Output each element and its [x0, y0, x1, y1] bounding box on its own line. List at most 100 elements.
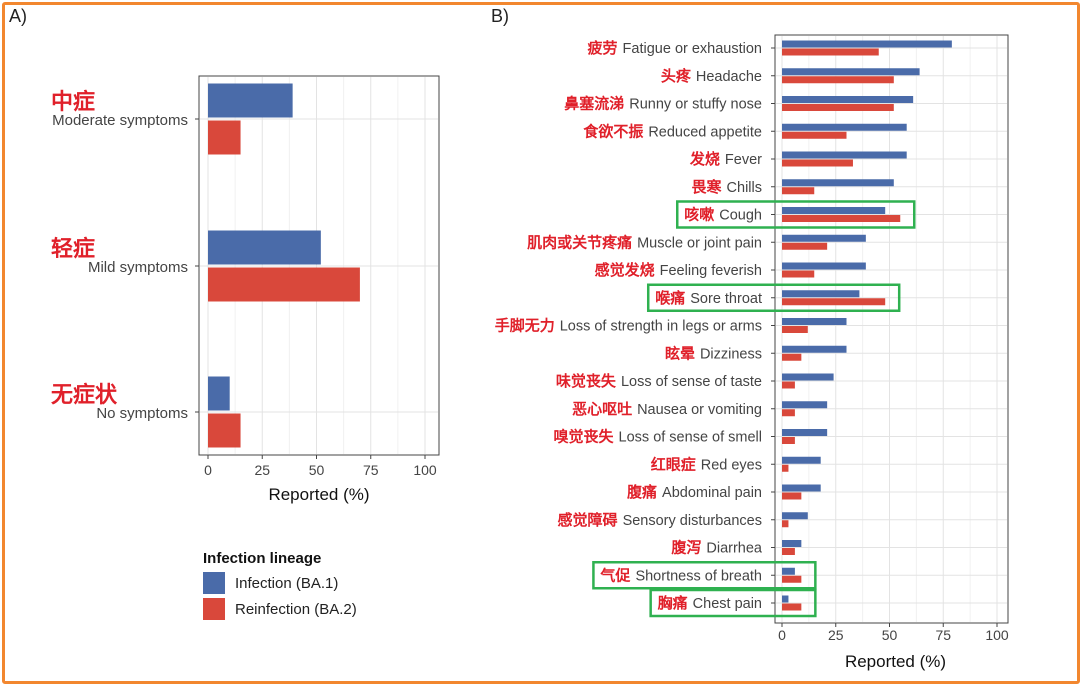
panel-b-bar-Infection (BA.1) — [782, 484, 821, 492]
highlight-box — [592, 561, 817, 590]
panel-b-bar-Infection (BA.1) — [782, 540, 802, 547]
panel-b-category-label-zh: 食欲不振 — [583, 122, 643, 140]
panel-b-bar-Infection (BA.1) — [782, 345, 847, 353]
panel-b-category-label: Loss of strength in legs or arms — [560, 319, 762, 335]
panel-b-bar-Reinfection (BA.2) — [782, 603, 802, 611]
panel-b-category-label-zh: 头疼 — [661, 67, 692, 85]
legend-item-label: Infection (BA.1) — [235, 575, 338, 592]
panel-b-category-label-zh: 腹泻 — [671, 539, 701, 557]
panel-b-bar-Reinfection (BA.2) — [782, 48, 879, 56]
panel-b-bar-Infection (BA.1) — [782, 373, 834, 381]
panel-b-bar-Infection (BA.1) — [782, 262, 866, 270]
panel-a-bar-Infection (BA.1) — [208, 83, 293, 118]
panel-a-bar-Reinfection (BA.2) — [208, 120, 241, 155]
panel-b-category-label: Red eyes — [701, 457, 762, 473]
panel-b-bar-Reinfection (BA.2) — [782, 159, 853, 167]
legend-item-label: Reinfection (BA.2) — [235, 601, 357, 618]
panel-b-bar-Infection (BA.1) — [782, 595, 789, 603]
panel-b-bar-Infection (BA.1) — [782, 123, 907, 131]
panel-b-x-tick-label: 75 — [935, 627, 951, 643]
panel-b-category-label-zh: 嗅觉丧失 — [554, 428, 615, 446]
panel-b-bar-Reinfection (BA.2) — [782, 131, 847, 139]
panel-b-category-label: Shortness of breath — [635, 568, 762, 584]
panel-b-bar-Infection (BA.1) — [782, 290, 860, 298]
panel-a-category-label: Mild symptoms — [88, 259, 188, 276]
panel-a-bar-Reinfection (BA.2) — [208, 267, 360, 302]
panel-b-bar-Reinfection (BA.2) — [782, 242, 828, 250]
panel-b-category-label-zh: 味觉丧失 — [556, 372, 617, 390]
panel-b-bar-Reinfection (BA.2) — [782, 492, 802, 500]
panel-b-bar-Infection (BA.1) — [782, 401, 828, 409]
panel-b-category-label: Dizziness — [700, 346, 762, 362]
panel-b-category-label: Abdominal pain — [662, 485, 762, 501]
panel-b-category-label: Sensory disturbances — [623, 513, 762, 529]
panel-b-bar-Infection (BA.1) — [782, 179, 894, 187]
panel-b-category-label-zh: 疲劳 — [588, 39, 618, 57]
panel-b-bar-Reinfection (BA.2) — [782, 215, 901, 222]
panel-b-bar-Reinfection (BA.2) — [782, 270, 815, 278]
legend-swatch — [203, 598, 225, 620]
panel-b-bar-Reinfection (BA.2) — [782, 437, 795, 444]
panel-b-category-label: Sore throat — [690, 291, 762, 307]
panel-b-bar-Infection (BA.1) — [782, 234, 866, 242]
panel-b-category-label-zh: 畏寒 — [692, 178, 723, 196]
panel-b-x-tick-label: 100 — [985, 627, 1009, 643]
panel-b-category-label-zh: 眩晕 — [665, 344, 695, 362]
panel-a-category-label: No symptoms — [96, 405, 188, 422]
panel-b-category-label: Muscle or joint pain — [637, 235, 762, 251]
panel-b-bar-Infection (BA.1) — [782, 151, 907, 159]
panel-b-category-label: Diarrhea — [706, 541, 763, 557]
panel-b-plot-area — [774, 34, 1009, 624]
panel-b-category-label: Cough — [719, 208, 762, 224]
panel-a-bar-Infection (BA.1) — [208, 230, 321, 265]
legend-title: Infection lineage — [203, 550, 321, 567]
panel-b-category-label: Nausea or vomiting — [637, 402, 762, 418]
panel-b-bar-Reinfection (BA.2) — [782, 575, 802, 583]
panel-b-category-label-zh: 气促 — [599, 566, 631, 584]
panel-a-category-label: Moderate symptoms — [52, 112, 188, 129]
panel-b-category-label-zh: 发烧 — [689, 150, 720, 168]
panel-b-category-label: Chest pain — [693, 596, 762, 612]
panel-b-bar-Infection (BA.1) — [782, 512, 808, 520]
panel-a-bar-Infection (BA.1) — [208, 376, 230, 411]
legend-swatch — [203, 572, 225, 594]
panel-a-bar-Reinfection (BA.2) — [208, 413, 241, 448]
panel-b-bar-Reinfection (BA.2) — [782, 548, 795, 555]
panel-b-category-label-zh: 感觉障碍 — [558, 511, 618, 529]
panel-a-category-label-zh: 中症 — [51, 89, 95, 114]
panel-b-bar-Reinfection (BA.2) — [782, 76, 894, 84]
panel-a-x-axis-label: Reported (%) — [268, 485, 369, 504]
panel-a-category-label-zh: 轻症 — [51, 236, 95, 261]
panel-b-bar-Infection (BA.1) — [782, 207, 886, 214]
panel-b-label: B) — [491, 6, 509, 26]
panel-b-bar-Reinfection (BA.2) — [782, 298, 886, 306]
panel-b-bar-Reinfection (BA.2) — [782, 187, 815, 195]
highlight-box — [649, 588, 817, 618]
panel-a-category-label-zh: 无症状 — [51, 382, 118, 407]
panel-a-x-tick-label: 0 — [204, 462, 212, 478]
panel-b-category-label-zh: 肌肉或关节疼痛 — [527, 233, 632, 251]
panel-b-x-tick-label: 0 — [778, 627, 786, 643]
panel-b-category-label: Fatigue or exhaustion — [623, 41, 762, 57]
panel-b-category-label-zh: 咳嗽 — [684, 206, 714, 224]
panel-b-bar-Reinfection (BA.2) — [782, 520, 789, 528]
panel-b-x-tick-label: 50 — [882, 627, 898, 643]
panel-b-category-label: Fever — [725, 152, 762, 168]
panel-b-category-label-zh: 腹痛 — [627, 483, 657, 501]
panel-b-x-axis-label: Reported (%) — [845, 652, 946, 671]
panel-b-bar-Reinfection (BA.2) — [782, 409, 795, 417]
panel-a-x-tick-label: 50 — [309, 462, 325, 478]
panel-b-category-label-zh: 红眼症 — [651, 455, 696, 473]
panel-b-category-label-zh: 喉痛 — [655, 289, 685, 307]
panel-b-bar-Infection (BA.1) — [782, 40, 952, 48]
panel-a-x-tick-label: 100 — [413, 462, 437, 478]
panel-b-bar-Infection (BA.1) — [782, 429, 828, 436]
panel-b-bar-Infection (BA.1) — [782, 318, 847, 325]
panel-b-category-label-zh: 感觉发烧 — [595, 261, 655, 279]
panel-b-bar-Infection (BA.1) — [782, 68, 920, 76]
panel-b-category-label-zh: 手脚无力 — [495, 317, 555, 335]
panel-b-category-label-zh: 鼻塞流涕 — [564, 95, 624, 113]
panel-b-category-label: Loss of sense of smell — [619, 430, 762, 446]
panel-b-category-label-zh: 恶心呕吐 — [572, 401, 632, 418]
